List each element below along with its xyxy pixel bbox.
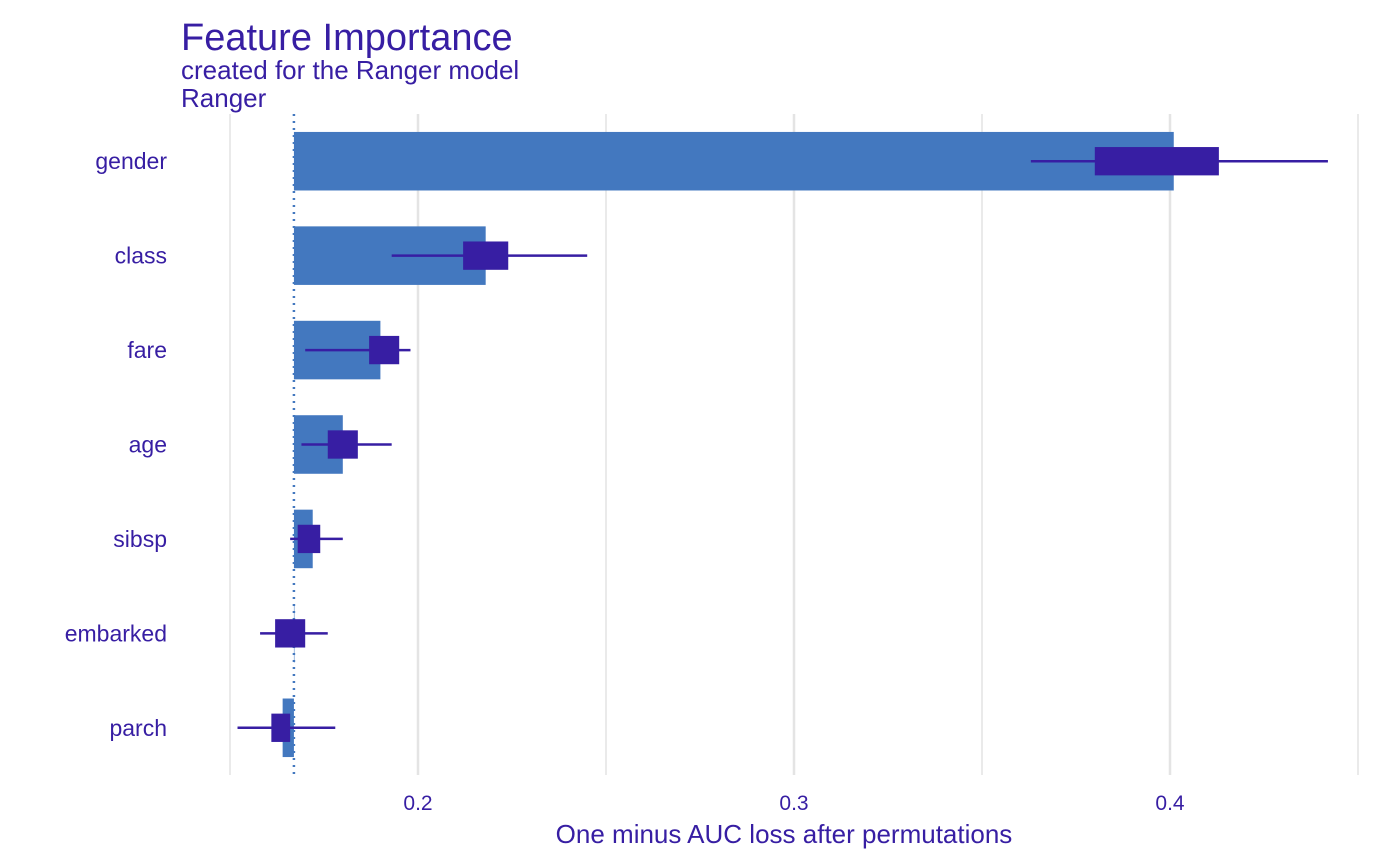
y-tick-label-parch: parch [109,715,167,741]
boxplot-layer [237,147,1328,742]
y-tick-labels: gender class fare age sibsp embarked parch [65,148,168,741]
x-tick-label: 0.2 [403,792,432,815]
x-tick-label: 0.4 [1155,792,1185,815]
y-tick-label-age: age [129,432,167,458]
box-gender [1094,147,1219,176]
box-fare [369,335,400,365]
y-tick-label-class: class [115,243,167,269]
box-embarked [275,619,306,648]
grid-layer [229,114,1359,775]
box-class [463,241,509,270]
box-age [327,430,358,459]
x-tick-label: 0.3 [779,792,808,815]
bar-gender [293,131,1174,191]
facet-label: Ranger [181,83,267,113]
x-axis-label: One minus AUC loss after permutations [556,819,1013,849]
y-tick-label-fare: fare [127,337,167,363]
y-tick-label-gender: gender [95,148,167,174]
bar-layer [282,131,1174,758]
y-tick-label-sibsp: sibsp [113,526,167,552]
box-parch [271,713,291,742]
y-tick-label-embarked: embarked [65,620,167,646]
box-sibsp [297,524,321,554]
chart-title: Feature Importance [181,17,513,59]
chart-subtitle: created for the Ranger model [181,55,519,85]
x-tick-labels: 0.2 0.3 0.4 [403,792,1185,815]
